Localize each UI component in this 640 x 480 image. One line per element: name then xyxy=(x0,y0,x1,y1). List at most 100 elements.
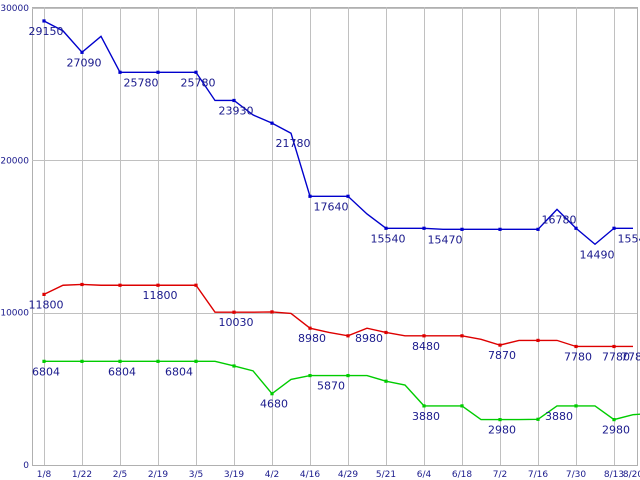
data-point-label: 6804 xyxy=(165,365,193,378)
data-point-marker xyxy=(270,121,274,125)
data-point-marker xyxy=(118,70,122,74)
data-point-label: 14490 xyxy=(580,248,615,261)
data-point-label: 7780 xyxy=(621,350,640,363)
data-point-marker xyxy=(574,344,578,349)
data-point-marker xyxy=(536,417,540,421)
data-point-label: 8980 xyxy=(355,332,383,345)
x-tick-label: 6/18 xyxy=(452,470,472,480)
data-point-marker xyxy=(422,404,426,408)
data-point-label: 4680 xyxy=(260,398,288,411)
y-axis-tick-labels: 0 10000 20000 30000 xyxy=(0,4,29,471)
x-axis-tick-labels: 1/8 1/22 2/5 2/19 3/5 3/19 4/2 4/16 4/29 5/21 6/4 6… xyxy=(37,470,640,480)
grid-lines xyxy=(32,7,637,465)
data-point-marker xyxy=(384,330,388,335)
data-point-label: 23930 xyxy=(219,104,254,117)
data-point-label: 11800 xyxy=(143,289,178,302)
data-point-marker xyxy=(460,404,464,408)
data-point-marker xyxy=(80,359,84,363)
data-point-marker xyxy=(422,334,426,338)
x-tick-label: 4/29 xyxy=(338,470,358,480)
data-point-marker xyxy=(612,344,616,349)
data-point-marker xyxy=(422,226,426,230)
data-point-label: 8480 xyxy=(412,340,440,353)
x-tick-label: 8/20 xyxy=(623,470,640,480)
data-point-marker xyxy=(612,226,616,230)
data-point-label: 15540 xyxy=(618,232,640,245)
data-point-marker xyxy=(460,227,464,231)
series-line-blue xyxy=(43,20,633,246)
data-point-marker xyxy=(42,19,46,23)
data-point-label: 27090 xyxy=(67,56,102,69)
data-point-marker xyxy=(194,70,198,74)
data-point-marker xyxy=(232,310,236,314)
data-point-label: 29150 xyxy=(29,25,64,38)
data-point-label: 2980 xyxy=(602,424,630,437)
x-tick-label: 2/19 xyxy=(148,470,168,480)
x-tick-label: 7/2 xyxy=(493,470,507,480)
data-point-label: 7780 xyxy=(602,350,630,363)
data-point-marker xyxy=(460,334,464,338)
x-tick-label: 1/22 xyxy=(72,470,92,480)
data-point-marker xyxy=(80,50,84,54)
data-point-label: 25780 xyxy=(181,76,216,89)
data-point-label: 10030 xyxy=(219,316,254,329)
data-point-marker xyxy=(384,379,388,383)
data-point-marker xyxy=(80,282,84,287)
x-tick-label: 8/13 xyxy=(604,470,624,480)
data-point-marker xyxy=(118,283,122,287)
data-point-marker xyxy=(346,373,350,378)
data-point-label: 6804 xyxy=(32,365,60,378)
series-line-red xyxy=(43,283,633,348)
data-point-marker xyxy=(498,418,502,422)
data-point-label: 7780 xyxy=(564,350,592,363)
x-tick-label: 3/19 xyxy=(224,470,244,480)
x-tick-label: 4/2 xyxy=(265,470,279,480)
data-point-marker xyxy=(498,227,502,231)
data-point-marker xyxy=(232,364,236,368)
x-tick-label: 1/8 xyxy=(37,470,52,480)
data-point-label: 7870 xyxy=(488,349,516,362)
data-point-marker xyxy=(574,404,578,408)
data-point-label: 17640 xyxy=(314,200,349,213)
data-point-marker xyxy=(346,194,350,198)
data-point-label: 3880 xyxy=(412,410,440,423)
series-lines xyxy=(42,19,640,422)
data-point-marker xyxy=(118,359,122,363)
data-point-label: 3880 xyxy=(545,410,573,423)
data-point-marker xyxy=(308,373,312,378)
data-point-marker xyxy=(270,310,274,314)
y-tick-label: 0 xyxy=(23,461,29,471)
data-point-marker xyxy=(536,227,540,231)
data-point-marker xyxy=(498,343,502,347)
data-point-marker xyxy=(308,194,312,198)
data-point-label: 21780 xyxy=(276,137,311,150)
x-tick-label: 4/16 xyxy=(300,470,320,480)
data-point-label: 2980 xyxy=(488,424,516,437)
data-point-marker xyxy=(42,292,46,296)
data-point-label: 15470 xyxy=(428,233,463,246)
data-point-label: 16780 xyxy=(542,213,577,226)
data-point-marker xyxy=(194,283,198,287)
data-point-marker xyxy=(384,226,388,230)
data-point-labels: 29150 27090 25780 25780 23930 21780 17640 15540… xyxy=(29,25,640,437)
y-tick-label: 10000 xyxy=(0,309,29,319)
data-point-marker xyxy=(156,70,160,74)
x-tick-label: 6/4 xyxy=(417,470,432,480)
x-tick-label: 5/21 xyxy=(376,470,396,480)
data-point-marker xyxy=(308,326,312,330)
y-tick-label: 30000 xyxy=(0,4,29,14)
data-point-marker xyxy=(270,392,274,396)
data-point-marker xyxy=(612,418,616,422)
data-point-label: 6804 xyxy=(108,365,136,378)
data-point-marker xyxy=(156,359,160,363)
x-tick-label: 3/5 xyxy=(189,470,203,480)
x-tick-label: 7/16 xyxy=(528,470,548,480)
y-tick-label: 20000 xyxy=(0,156,29,166)
data-point-marker xyxy=(536,338,540,342)
data-point-marker xyxy=(232,98,236,103)
data-point-marker xyxy=(42,359,46,363)
data-point-marker xyxy=(156,283,160,287)
data-point-label: 15540 xyxy=(371,232,406,245)
